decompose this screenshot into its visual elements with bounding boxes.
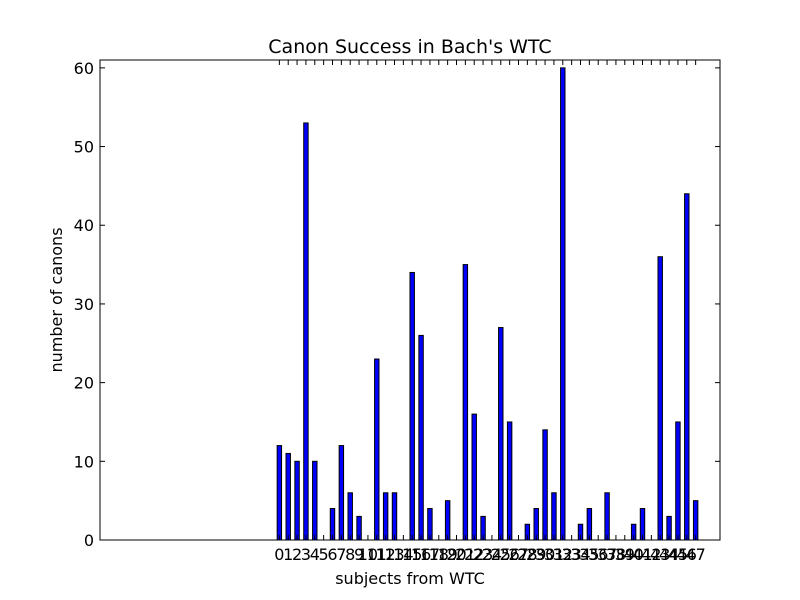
x-tick-label: 31 (544, 545, 564, 564)
y-tick-label: 0 (84, 531, 94, 550)
x-tick-label: 27 (508, 545, 528, 564)
x-tick-label: 11 (367, 545, 387, 564)
chart-title: Canon Success in Bach's WTC (268, 36, 551, 58)
bar-0 (276, 445, 283, 541)
bar-13 (391, 492, 398, 541)
x-tick-label: 29 (526, 545, 546, 564)
x-tick-label: 26 (499, 545, 519, 564)
x-tick-label: 7 (336, 545, 346, 564)
bar-25 (498, 327, 504, 541)
x-axis-ticks: 0123456789101112131415161718192021222324… (274, 60, 706, 564)
x-tick-label: 41 (632, 545, 652, 564)
x-tick-label: 10 (358, 545, 378, 564)
x-tick-label: 40 (623, 545, 643, 564)
x-tick-label: 3 (301, 545, 311, 564)
x-tick-label: 5 (319, 545, 329, 564)
x-tick-label: 33 (561, 545, 581, 564)
x-tick-label: 28 (517, 545, 537, 564)
bar-30 (542, 429, 548, 541)
x-tick-label: 4 (310, 545, 320, 564)
x-tick-label: 0 (274, 545, 284, 564)
bar-1 (285, 452, 291, 541)
x-axis-label: subjects from WTC (335, 569, 485, 588)
x-tick-label: 17 (420, 545, 440, 564)
bar-2 (294, 460, 300, 541)
bar-11 (374, 358, 380, 541)
y-tick-label: 20 (74, 374, 94, 393)
x-tick-label: 44 (659, 545, 679, 564)
x-tick-label: 22 (464, 545, 484, 564)
x-tick-label: 30 (535, 545, 555, 564)
y-tick-label: 60 (74, 59, 94, 78)
bar-43 (657, 256, 663, 541)
bar-32 (560, 67, 566, 541)
x-tick-label: 2 (292, 545, 302, 564)
bar-22 (471, 413, 477, 541)
bar-7 (338, 445, 345, 541)
y-tick-label: 10 (74, 452, 94, 471)
x-tick-label: 19 (437, 545, 457, 564)
x-tick-label: 34 (570, 545, 590, 564)
x-tick-label: 6 (327, 545, 337, 564)
bar-37 (604, 492, 610, 541)
x-tick-label: 23 (473, 545, 493, 564)
bar-21 (462, 264, 469, 541)
y-axis-ticks: 0 10 20 30 40 50 60 (74, 59, 720, 550)
bar-8 (347, 492, 353, 541)
x-tick-label: 45 (668, 545, 688, 564)
x-tick-label: 12 (375, 545, 395, 564)
x-tick-label: 8 (345, 545, 355, 564)
x-tick-label: 20 (446, 545, 466, 564)
x-tick-label: 15 (402, 545, 422, 564)
bar-46 (684, 193, 690, 541)
x-tick-label: 24 (482, 545, 502, 564)
x-tick-label: 46 (677, 545, 697, 564)
x-tick-label: 16 (411, 545, 431, 564)
bar-16 (418, 334, 424, 541)
x-tick-label: 47 (685, 545, 705, 564)
x-tick-label: 18 (429, 545, 449, 564)
x-tick-label: 39 (615, 545, 635, 564)
bar-47 (692, 500, 699, 541)
bar-31 (551, 492, 557, 541)
x-tick-label: 37 (597, 545, 617, 564)
x-tick-label: 21 (455, 545, 475, 564)
bar-19 (444, 500, 451, 541)
x-tick-label: 32 (553, 545, 573, 564)
bar-26 (506, 421, 513, 541)
x-tick-label: 36 (588, 545, 608, 564)
bar-4 (312, 460, 318, 541)
x-tick-label: 1 (283, 545, 293, 564)
y-tick-label: 30 (74, 295, 94, 314)
x-tick-label: 42 (641, 545, 661, 564)
y-axis-label: number of canons (47, 227, 66, 372)
x-tick-label: 9 (354, 545, 364, 564)
bar-45 (675, 421, 681, 541)
x-tick-label: 38 (606, 545, 626, 564)
x-tick-label: 43 (650, 545, 670, 564)
x-tick-label: 14 (393, 545, 413, 564)
x-tick-label: 25 (491, 545, 511, 564)
y-tick-label: 40 (74, 216, 94, 235)
plot-frame (99, 59, 721, 541)
bar-3 (303, 122, 309, 541)
bar-12 (382, 492, 389, 541)
x-tick-label: 13 (384, 545, 404, 564)
y-tick-label: 50 (74, 138, 94, 157)
bar-15 (409, 271, 415, 541)
x-tick-label: 35 (579, 545, 599, 564)
